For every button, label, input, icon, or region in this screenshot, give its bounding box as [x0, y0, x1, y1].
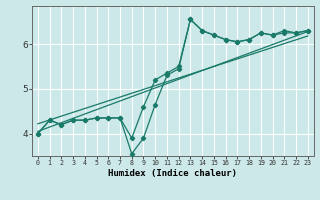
X-axis label: Humidex (Indice chaleur): Humidex (Indice chaleur) — [108, 169, 237, 178]
